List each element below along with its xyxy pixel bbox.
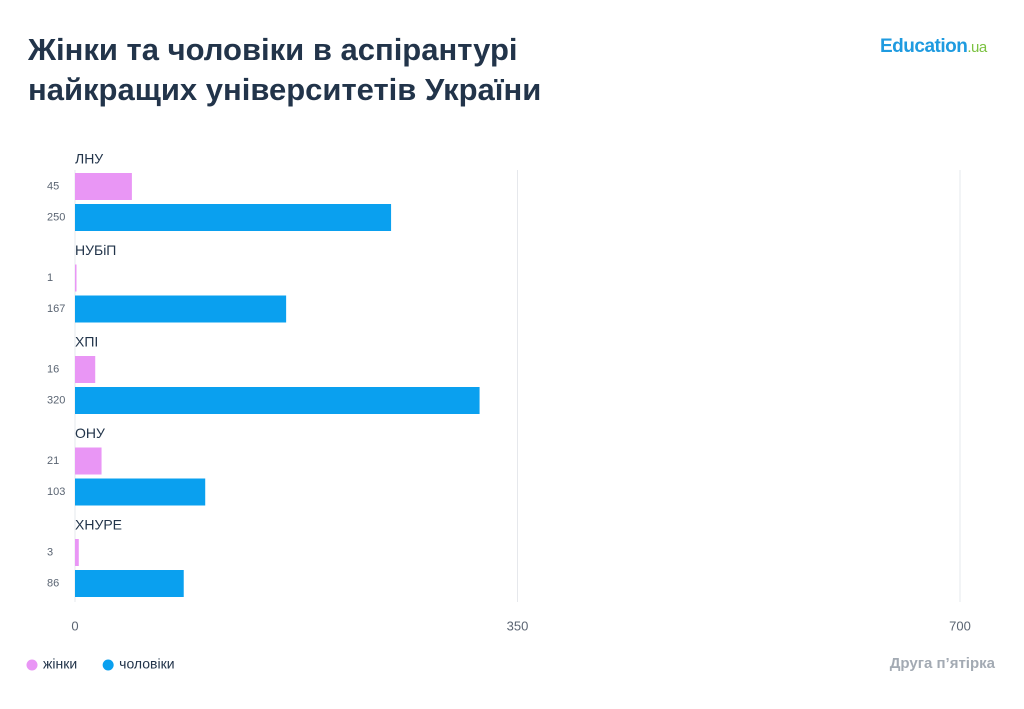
bar — [75, 387, 480, 414]
legend-marker — [26, 659, 38, 671]
legend-label: жінки — [43, 656, 77, 672]
x-tick-label: 700 — [949, 618, 971, 633]
value-label: 16 — [47, 363, 59, 375]
value-label: 320 — [47, 394, 65, 406]
x-tick-label: 0 — [71, 618, 78, 633]
x-tick-label: 350 — [507, 618, 529, 633]
value-label: 3 — [47, 546, 53, 558]
bar — [75, 539, 79, 566]
value-label: 86 — [47, 577, 59, 589]
bar — [75, 356, 96, 383]
value-label: 250 — [47, 211, 65, 223]
legend-marker — [102, 659, 114, 671]
logo-suffix: .ua — [967, 39, 987, 56]
category-label: ХПІ — [75, 334, 98, 350]
bar — [75, 264, 77, 292]
logo: Education.ua — [880, 36, 987, 58]
bar — [75, 570, 184, 597]
value-label: 21 — [47, 455, 59, 467]
value-label: 45 — [47, 180, 59, 192]
bar — [75, 173, 132, 200]
category-label: ХНУРЕ — [75, 517, 122, 533]
logo-text: Education — [880, 36, 968, 57]
value-label: 103 — [47, 486, 65, 498]
value-label: 1 — [47, 272, 53, 284]
legend-label: чоловіки — [119, 656, 174, 672]
chart-title: Жінки та чоловіки в аспірантурі найкращи… — [28, 32, 542, 107]
bar — [75, 204, 392, 231]
bar — [75, 447, 102, 475]
value-label: 167 — [47, 303, 65, 315]
bar — [75, 478, 206, 506]
category-label: НУБіП — [75, 242, 116, 258]
category-label: ОНУ — [75, 425, 105, 441]
category-label: ЛНУ — [75, 151, 103, 167]
note: Друга п’ятірка — [890, 655, 996, 672]
bar — [75, 295, 287, 323]
